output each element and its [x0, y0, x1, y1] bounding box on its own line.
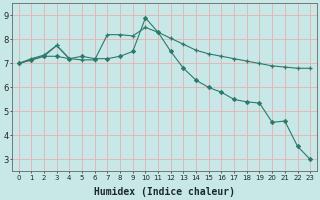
X-axis label: Humidex (Indice chaleur): Humidex (Indice chaleur) — [94, 186, 235, 197]
